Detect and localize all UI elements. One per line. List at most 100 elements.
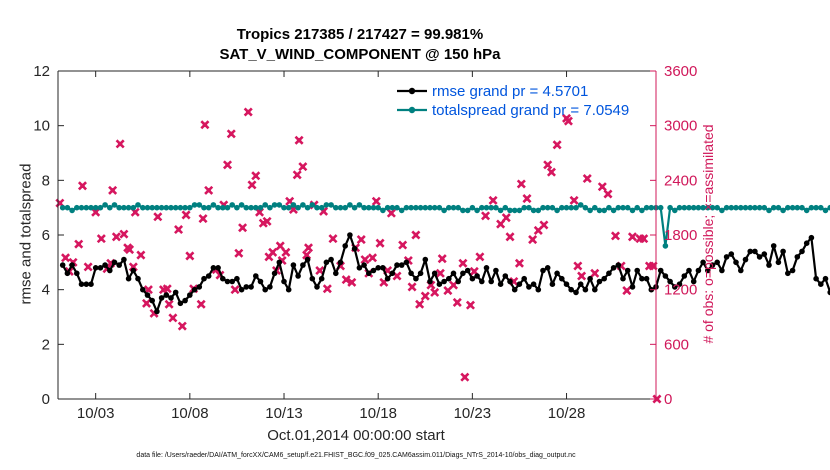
y-axis-label-right: # of obs: o=possible; ×=assimilated: [700, 124, 716, 344]
obs-marker: [375, 238, 385, 248]
obs-marker-center: [80, 183, 85, 188]
rmse-point: [799, 248, 805, 255]
rmse-point: [323, 259, 330, 266]
totalspread-point: [629, 207, 636, 214]
rmse-point: [107, 267, 113, 274]
rmse-point: [347, 232, 353, 238]
obs-marker: [136, 250, 146, 260]
obs-marker-center: [536, 228, 541, 233]
rmse-point: [215, 265, 221, 271]
rmse-point: [309, 275, 316, 282]
totalspread-point: [563, 204, 570, 211]
rmse-point: [577, 281, 584, 288]
obs-marker-center: [413, 232, 419, 238]
totalspread-point: [747, 204, 753, 211]
rmse-point: [125, 275, 132, 282]
totalspread-point: [667, 204, 673, 211]
obs-marker-center: [385, 268, 390, 273]
totalspread-point: [474, 207, 480, 214]
rmse-point: [629, 284, 636, 290]
obs-marker-center: [306, 245, 311, 250]
obs-marker-center: [423, 293, 428, 299]
totalspread-point: [818, 204, 824, 211]
obs-marker-center: [166, 302, 172, 307]
totalspread-point: [177, 204, 184, 211]
obs-marker: [505, 232, 515, 242]
obs-marker: [315, 266, 325, 276]
rmse-point: [667, 278, 673, 285]
totalspread-point: [756, 204, 763, 211]
obs-marker-center: [472, 269, 477, 274]
rmse-point: [74, 270, 80, 277]
obs-marker-center: [180, 323, 185, 329]
obs-marker: [61, 253, 71, 263]
rmse-point: [92, 265, 99, 271]
rmse-point: [276, 259, 283, 266]
rmse-point: [144, 292, 151, 298]
rmse-point: [88, 281, 94, 288]
totalspread-point: [615, 204, 622, 211]
obs-marker-center: [389, 210, 394, 216]
obs-marker: [153, 212, 163, 222]
obs-marker-center: [445, 288, 451, 293]
rmse-point: [818, 281, 824, 288]
obs-marker-center: [455, 300, 460, 305]
obs-marker: [268, 247, 278, 257]
obs-marker-center: [232, 287, 238, 292]
rmse-point: [229, 278, 235, 285]
obs-marker: [111, 232, 121, 242]
obs-marker-center: [504, 215, 509, 220]
rmse-point: [436, 281, 443, 288]
obs-marker: [243, 107, 253, 117]
rmse-point: [723, 254, 730, 260]
obs-marker: [251, 171, 261, 181]
totalspread-point: [507, 207, 513, 214]
y-tick-label-left: 8: [42, 172, 50, 189]
rmse-point: [596, 278, 603, 285]
obs-marker: [639, 234, 649, 244]
rmse-point: [738, 267, 744, 274]
totalspread-point: [97, 204, 104, 211]
rmse-point: [304, 256, 311, 263]
totalspread-point: [337, 204, 344, 211]
obs-marker: [91, 207, 101, 217]
x-tick-label: 10/03: [77, 405, 115, 422]
obs-marker-center: [225, 162, 230, 168]
totalspread-point: [601, 207, 607, 214]
rmse-point: [573, 289, 579, 296]
legend-marker: [408, 87, 416, 95]
totalspread-point: [276, 202, 283, 208]
obs-marker: [516, 179, 526, 189]
obs-marker-center: [641, 236, 646, 241]
obs-marker: [458, 258, 468, 268]
rmse-point: [168, 295, 174, 301]
obs-marker: [368, 253, 378, 263]
obs-marker-center: [300, 164, 306, 169]
totalspread-point: [394, 204, 400, 211]
rmse-point: [639, 275, 645, 282]
totalspread-point: [74, 204, 80, 211]
rmse-point: [493, 267, 499, 274]
y-tick-label-right: 3000: [664, 118, 697, 135]
obs-marker-center: [325, 286, 330, 291]
totalspread-point: [285, 204, 292, 211]
totalspread-point: [88, 204, 94, 211]
totalspread-point: [342, 204, 349, 211]
totalspread-point: [446, 204, 452, 211]
obs-marker: [360, 255, 370, 265]
obs-marker-center: [417, 302, 422, 307]
totalspread-point: [643, 204, 650, 211]
totalspread-point: [149, 204, 155, 211]
totalspread-point: [662, 243, 669, 249]
obs-marker: [460, 372, 470, 382]
rmse-point: [785, 270, 791, 277]
obs-marker-center: [110, 188, 115, 193]
rmse-point: [747, 248, 753, 255]
totalspread-point: [554, 207, 560, 214]
obs-marker-center: [287, 199, 292, 204]
obs-marker-center: [468, 302, 473, 308]
obs-marker: [569, 195, 579, 205]
rmse-point: [568, 286, 574, 293]
obs-marker-center: [121, 231, 127, 237]
totalspread-point: [59, 204, 66, 211]
